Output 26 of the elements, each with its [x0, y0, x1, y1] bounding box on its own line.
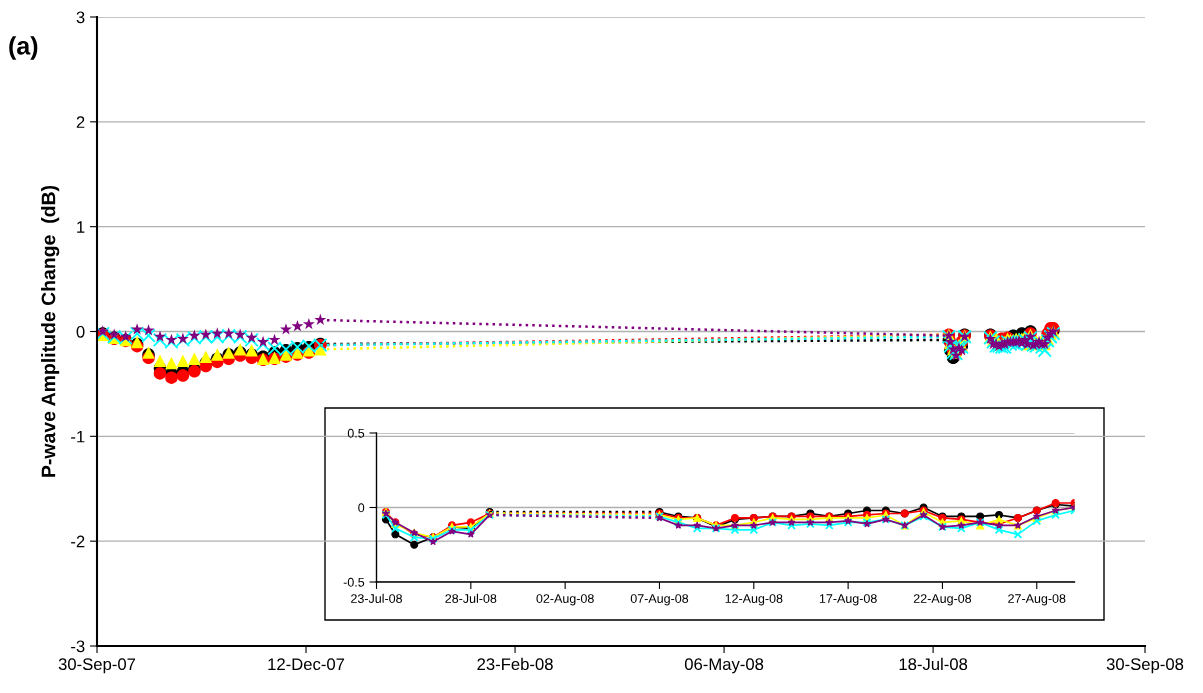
y-tick-label: 0.5	[347, 428, 365, 438]
y-tick-label: 2	[76, 116, 85, 128]
text: (a)	[9, 36, 38, 60]
y-tick-label: 0	[358, 503, 365, 513]
x-tick-label: 27-Aug-08	[1008, 594, 1066, 606]
x-tick-label: 30-Sep-07	[58, 658, 136, 674]
x-tick-label: 12-Aug-08	[725, 594, 783, 606]
x-tick-label: 07-Aug-08	[630, 594, 689, 606]
x-tick-label: 17-Aug-08	[819, 594, 877, 606]
y-tick-label: -1	[71, 430, 85, 443]
y-tick-label: 0	[76, 325, 85, 338]
y-axis-title: P-wave Amplitude Change (dB)	[41, 185, 60, 477]
x-tick-label: 23-Feb-08	[477, 657, 553, 671]
x-tick-label: 18-Jul-08	[899, 657, 968, 671]
y-tick-label: 3	[76, 11, 85, 24]
x-tick-label: 23-Jul-08	[351, 593, 403, 603]
x-tick-label: 06-May-08	[684, 658, 764, 674]
x-tick-label: 28-Jul-08	[445, 593, 497, 603]
x-tick-label: 12-Dec-07	[268, 658, 345, 671]
x-tick-label: 30-Sep-08	[1106, 658, 1184, 674]
y-tick-label: 1	[77, 221, 85, 233]
y-tick-label: -0.5	[343, 577, 365, 587]
y-tick-label: -2	[71, 535, 85, 548]
x-tick-label: 02-Aug-08	[536, 594, 594, 606]
y-tick-label: -3	[71, 640, 85, 653]
x-tick-label: 22-Aug-08	[913, 594, 972, 606]
